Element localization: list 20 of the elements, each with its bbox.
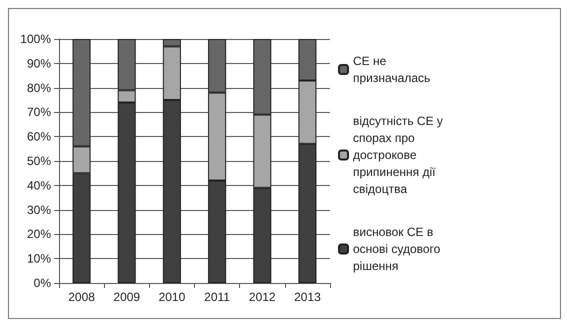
y-tick-label: 50%	[26, 154, 52, 168]
x-tick-label: 2010	[158, 290, 186, 304]
y-tick-label: 10%	[26, 252, 52, 266]
y-tick-label: 40%	[26, 178, 52, 192]
y-tick-label: 30%	[26, 202, 52, 217]
x-tick-label: 2013	[294, 290, 322, 304]
x-tick-label: 2012	[248, 290, 276, 304]
y-tick-label: 70%	[26, 105, 52, 120]
y-tick-label: 90%	[26, 56, 52, 70]
y-tick-label: 80%	[26, 80, 52, 95]
legend-label: висновок СЕ в основі судового рішення	[353, 225, 444, 273]
legend-label: СЕ не призначалась	[353, 54, 430, 85]
x-tick-label: 2008	[68, 290, 96, 304]
y-tick-label: 0%	[34, 276, 52, 290]
y-tick-label: 20%	[26, 227, 52, 242]
legend-label: відсутність СЕ у спорах про дострокове припинення дії свідоцтва	[353, 114, 446, 196]
x-tick-label: 2009	[113, 290, 140, 304]
y-tick-label: 60%	[26, 130, 52, 144]
x-tick-label: 2011	[204, 290, 230, 304]
y-tick-label: 100%	[20, 32, 52, 46]
